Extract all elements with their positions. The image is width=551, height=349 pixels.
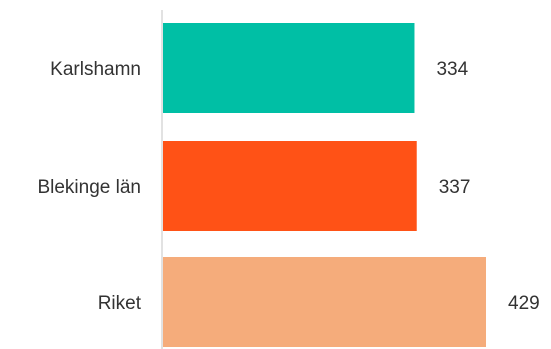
labels-layer: Karlshamn 334 Blekinge län 337 Riket 429 [37,59,539,314]
bar-0 [163,23,415,113]
category-label-0: Karlshamn [50,59,141,80]
value-label-2: 429 [508,293,540,314]
value-label-1: 337 [439,177,471,198]
category-label-2: Riket [98,293,142,314]
bars-layer [163,23,486,347]
bar-2 [163,257,486,347]
value-label-0: 334 [436,59,468,80]
bar-1 [163,141,417,231]
category-label-1: Blekinge län [37,177,141,198]
